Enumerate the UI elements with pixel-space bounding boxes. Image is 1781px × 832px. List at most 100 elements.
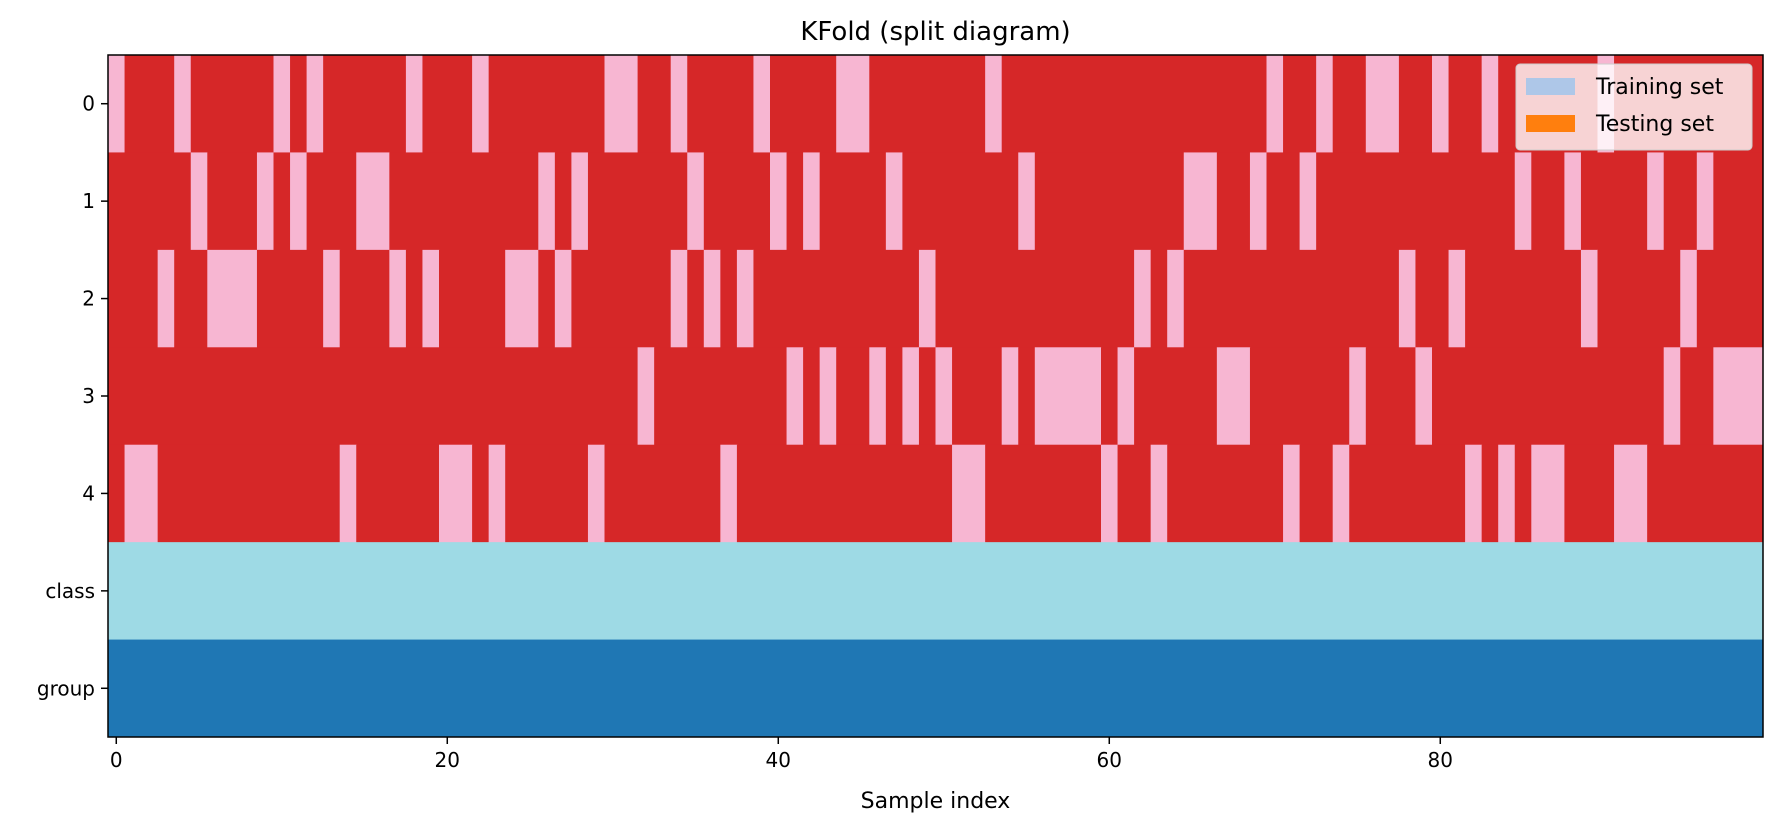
training-segment (1167, 444, 1284, 543)
y-tick-label: 0 (82, 92, 95, 116)
group-row (108, 639, 1763, 737)
training-segment (1101, 347, 1119, 446)
testing-segment (157, 249, 175, 348)
testing-segment (1432, 55, 1450, 153)
testing-segment (1448, 249, 1466, 348)
training-segment (174, 249, 208, 348)
testing-segment (786, 347, 804, 446)
training-segment (736, 444, 953, 543)
training-segment (1713, 152, 1764, 251)
testing-segment (290, 152, 308, 251)
training-segment (1018, 347, 1036, 446)
training-segment (1398, 55, 1433, 153)
testing-segment (670, 249, 688, 348)
training-segment (108, 152, 192, 251)
y-tick-label: class (45, 579, 95, 603)
training-segment (1514, 444, 1532, 543)
testing-segment (1283, 444, 1301, 543)
y-tick-label: 2 (82, 287, 95, 311)
training-segment (637, 55, 672, 153)
training-segment (587, 152, 688, 251)
training-segment (207, 152, 258, 251)
testing-segment (1150, 444, 1168, 543)
testing-segment (1415, 347, 1433, 446)
training-segment (554, 152, 572, 251)
testing-segment (306, 55, 324, 153)
testing-segment (1531, 444, 1565, 543)
training-segment (902, 152, 1019, 251)
testing-segment (256, 152, 274, 251)
training-segment (1134, 347, 1218, 446)
training-segment (439, 249, 506, 348)
plot-cells (108, 55, 1764, 737)
testing-segment (1514, 152, 1532, 251)
training-segment (885, 347, 903, 446)
testing-segment (1117, 347, 1135, 446)
training-segment (1150, 249, 1168, 348)
testing-segment (836, 55, 870, 153)
testing-segment (273, 55, 291, 153)
testing-segment (1680, 249, 1698, 348)
training-segment (753, 249, 920, 348)
testing-segment (637, 347, 655, 446)
training-segment (1316, 152, 1516, 251)
training-segment (819, 152, 887, 251)
y-tick-label: group (37, 676, 95, 700)
testing-segment (819, 347, 837, 446)
x-tick-label: 60 (1097, 748, 1122, 772)
testing-segment (803, 152, 821, 251)
training-segment (935, 249, 1135, 348)
testing-segment (703, 249, 721, 348)
training-segment (869, 55, 986, 153)
testing-segment (108, 55, 126, 153)
training-segment (571, 249, 672, 348)
training-segment (770, 55, 837, 153)
testing-segment (1183, 152, 1218, 251)
training-segment (108, 249, 159, 348)
training-segment (1283, 55, 1317, 153)
testing-segment (1134, 249, 1152, 348)
training-segment (1415, 249, 1450, 348)
testing-segment (554, 249, 572, 348)
testing-segment (1713, 347, 1764, 446)
testing-segment (1299, 152, 1317, 251)
y-tick-label: 4 (82, 481, 95, 505)
x-tick-label: 80 (1428, 748, 1453, 772)
training-segment (1034, 152, 1185, 251)
training-segment (389, 152, 539, 251)
testing-segment (1498, 444, 1516, 543)
testing-segment (1001, 347, 1019, 446)
training-segment (1299, 444, 1334, 543)
legend-label: Testing set (1595, 112, 1714, 137)
testing-segment (323, 249, 341, 348)
testing-segment (1614, 444, 1648, 543)
training-segment (687, 55, 754, 153)
training-segment (505, 444, 589, 543)
testing-segment (869, 347, 887, 446)
x-tick-label: 40 (766, 748, 791, 772)
testing-segment (1249, 152, 1267, 251)
testing-segment (174, 55, 192, 153)
training-segment (604, 444, 721, 543)
training-segment (1365, 347, 1416, 446)
testing-segment (1465, 444, 1483, 543)
testing-segment (1018, 152, 1036, 251)
x-tick-label: 0 (110, 748, 123, 772)
legend-swatch (1526, 115, 1575, 132)
training-segment (1117, 444, 1152, 543)
testing-segment (1398, 249, 1416, 348)
testing-segment (190, 152, 208, 251)
testing-segment (1647, 152, 1665, 251)
training-segment (1680, 347, 1714, 446)
training-segment (538, 249, 556, 348)
testing-segment (1316, 55, 1334, 153)
training-segment (952, 347, 1003, 446)
training-segment (1531, 152, 1565, 251)
training-segment (1183, 249, 1400, 348)
testing-segment (604, 55, 639, 153)
testing-segment (356, 152, 390, 251)
legend-swatch (1526, 78, 1575, 95)
y-tick-label: 3 (82, 384, 95, 408)
testing-segment (935, 347, 953, 446)
